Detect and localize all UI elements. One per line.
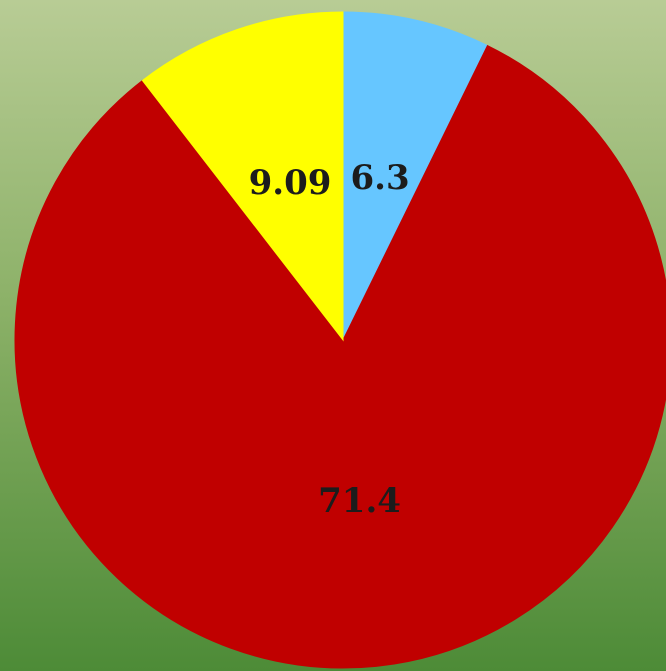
- data-label: 9.09: [249, 163, 332, 203]
- pie-slice: [14, 44, 666, 669]
- pie-slice: [141, 11, 344, 342]
- data-label: 6.3: [350, 158, 409, 198]
- pie-slice: [342, 11, 489, 341]
- data-label: 71.4: [318, 481, 401, 521]
